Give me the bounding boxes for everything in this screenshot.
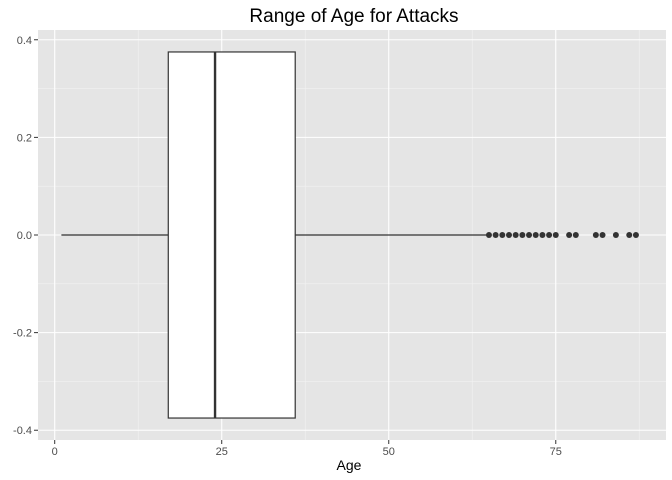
x-tick-label: 25 bbox=[216, 446, 228, 458]
outlier-point bbox=[499, 232, 506, 238]
outlier-point bbox=[492, 232, 499, 238]
y-tick-label: 0.4 bbox=[17, 35, 32, 47]
outlier-point bbox=[592, 232, 599, 238]
outlier-point bbox=[572, 232, 579, 238]
x-tick-label: 0 bbox=[52, 446, 58, 458]
outlier-point bbox=[552, 232, 559, 238]
outlier-point bbox=[506, 232, 512, 238]
box-marks bbox=[61, 51, 639, 419]
outlier-point bbox=[539, 232, 546, 238]
chart-title: Range of Age for Attacks bbox=[249, 6, 458, 27]
y-tick-label: -0.4 bbox=[13, 425, 32, 437]
x-tick-label: 50 bbox=[383, 446, 395, 458]
y-tick-label: 0.2 bbox=[17, 132, 32, 144]
outlier-point bbox=[626, 232, 633, 238]
interquartile-box bbox=[167, 51, 296, 419]
y-tick-label: 0.0 bbox=[17, 230, 32, 242]
outlier-point bbox=[612, 232, 619, 238]
x-axis-label: Age bbox=[337, 457, 362, 473]
x-tick-label: 75 bbox=[550, 446, 562, 458]
outlier-point bbox=[526, 232, 533, 238]
outlier-point bbox=[566, 232, 573, 238]
outlier-point bbox=[532, 232, 539, 238]
outlier-point bbox=[632, 232, 639, 238]
outlier-point bbox=[485, 232, 492, 238]
outlier-point bbox=[599, 232, 606, 238]
y-tick-label: -0.2 bbox=[13, 328, 32, 340]
outlier-point bbox=[519, 232, 526, 238]
outlier-point bbox=[546, 232, 553, 238]
axes: 0 25 50 75 -0.4 -0.2 0.0 0.2 0.4 bbox=[13, 35, 562, 458]
outlier-point bbox=[512, 232, 519, 238]
